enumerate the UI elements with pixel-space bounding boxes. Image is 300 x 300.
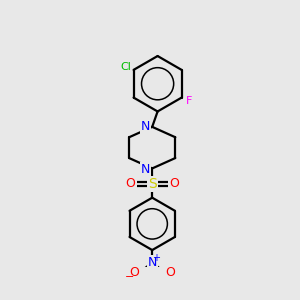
Text: F: F <box>186 96 193 106</box>
Text: O: O <box>130 266 140 279</box>
Text: O: O <box>169 177 179 190</box>
Text: −: − <box>124 272 134 282</box>
Text: O: O <box>165 266 175 279</box>
Text: +: + <box>152 253 160 263</box>
Text: N: N <box>148 256 157 269</box>
Text: N: N <box>141 120 150 133</box>
Text: Cl: Cl <box>121 62 131 72</box>
Text: S: S <box>148 177 157 191</box>
Text: O: O <box>126 177 136 190</box>
Text: N: N <box>141 163 150 176</box>
